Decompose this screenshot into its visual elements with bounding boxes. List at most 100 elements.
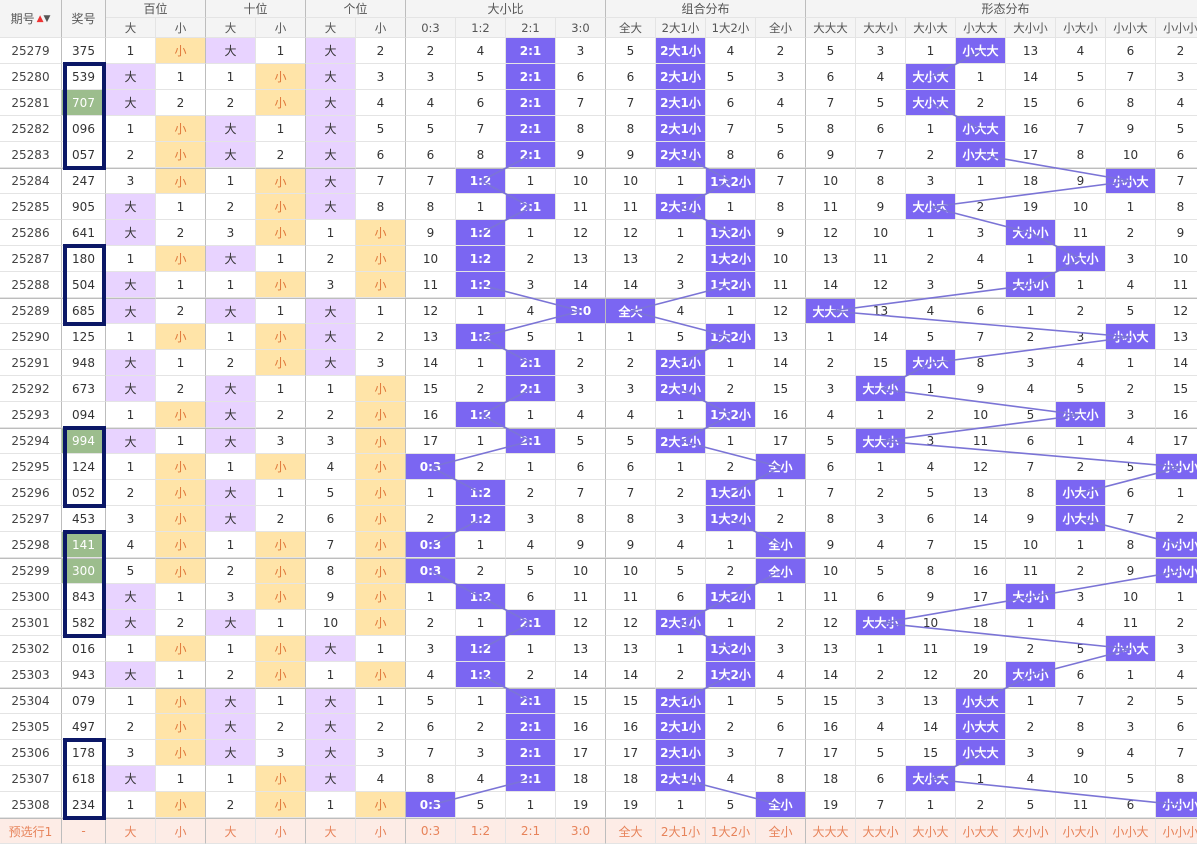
predict-option[interactable]: 0:3 <box>406 818 456 844</box>
ratio-cell: 2 <box>406 506 456 532</box>
ratio-cell: 5 <box>456 792 506 818</box>
shape-cell: 5 <box>806 38 856 64</box>
ratio-cell: 1:2 <box>456 246 506 272</box>
award-number: 124 <box>62 454 106 480</box>
predict-option[interactable]: 2:1 <box>506 818 556 844</box>
predict-option[interactable]: 大 <box>306 818 356 844</box>
ratio-cell: 1:2 <box>456 506 506 532</box>
position-cell: 1 <box>106 246 156 272</box>
award-number: 247 <box>62 168 106 194</box>
position-cell: 小 <box>356 558 406 584</box>
position-cell: 1 <box>256 480 306 506</box>
shape-cell: 15 <box>906 740 956 766</box>
shape-cell: 6 <box>1156 714 1197 740</box>
position-cell: 1 <box>256 298 306 324</box>
predict-option[interactable]: 3:0 <box>556 818 606 844</box>
issue-number: 25297 <box>0 506 62 532</box>
predict-option[interactable]: 大大小 <box>856 818 906 844</box>
position-cell: 小 <box>256 662 306 688</box>
ratio-cell: 17 <box>406 428 456 454</box>
combo-cell: 12 <box>606 220 656 246</box>
combo-cell: 3 <box>606 376 656 402</box>
shape-cell: 5 <box>806 428 856 454</box>
shape-cell: 2 <box>856 662 906 688</box>
position-cell: 大 <box>206 246 256 272</box>
shape-cell: 18 <box>956 610 1006 636</box>
position-cell: 1 <box>206 272 256 298</box>
combo-cell: 5 <box>606 428 656 454</box>
predict-option[interactable]: 大大大 <box>806 818 856 844</box>
shape-cell: 3 <box>856 688 906 714</box>
combo-cell: 2大1小 <box>656 64 706 90</box>
ratio-cell: 2:1 <box>506 688 556 714</box>
shape-cell: 小大大 <box>956 688 1006 714</box>
position-cell: 6 <box>306 506 356 532</box>
position-cell: 2 <box>106 714 156 740</box>
shape-cell: 10 <box>1156 246 1197 272</box>
predict-option[interactable]: 小大小 <box>1056 818 1106 844</box>
predict-option[interactable]: 小 <box>156 818 206 844</box>
predict-option[interactable]: 1大2小 <box>706 818 756 844</box>
ratio-cell: 15 <box>556 688 606 714</box>
position-cell: 1 <box>156 584 206 610</box>
position-cell: 1 <box>206 766 256 792</box>
group-header: 组合分布 <box>606 0 806 18</box>
predict-option[interactable]: 小 <box>356 818 406 844</box>
issue-number: 25294 <box>0 428 62 454</box>
predict-option[interactable]: 全大 <box>606 818 656 844</box>
combo-cell: 6 <box>756 714 806 740</box>
predict-option[interactable]: 大 <box>206 818 256 844</box>
ratio-cell: 1 <box>406 480 456 506</box>
shape-cell: 小小小 <box>1156 792 1197 818</box>
position-cell: 5 <box>306 480 356 506</box>
position-cell: 1 <box>256 38 306 64</box>
position-cell: 10 <box>306 610 356 636</box>
shape-cell: 19 <box>1006 194 1056 220</box>
ratio-cell: 4 <box>456 38 506 64</box>
position-cell: 小 <box>256 90 306 116</box>
predict-option[interactable]: 小大大 <box>956 818 1006 844</box>
predict-option[interactable]: 小小小 <box>1156 818 1197 844</box>
position-cell: 小 <box>156 142 206 168</box>
combo-cell: 1大2小 <box>706 220 756 246</box>
position-cell: 大 <box>106 90 156 116</box>
position-cell: 大 <box>306 64 356 90</box>
ratio-cell: 5 <box>506 324 556 350</box>
ratio-cell: 1:2 <box>456 220 506 246</box>
sort-up-icon: ▲ <box>36 13 44 24</box>
predict-option[interactable]: 全小 <box>756 818 806 844</box>
ratio-cell: 5 <box>456 64 506 90</box>
predict-row-label[interactable]: 预选行1 <box>0 818 62 844</box>
predict-option[interactable]: 大 <box>106 818 156 844</box>
shape-cell: 14 <box>806 272 856 298</box>
award-number: 180 <box>62 246 106 272</box>
group-header: 个位 <box>306 0 406 18</box>
position-cell: 1 <box>156 662 206 688</box>
shape-cell: 10 <box>856 220 906 246</box>
predict-option[interactable]: 大小小 <box>1006 818 1056 844</box>
predict-option[interactable]: 小小大 <box>1106 818 1156 844</box>
shape-cell: 1 <box>1006 246 1056 272</box>
shape-cell: 5 <box>1156 116 1197 142</box>
predict-option[interactable]: 2大1小 <box>656 818 706 844</box>
position-cell: 大 <box>106 376 156 402</box>
ratio-cell: 3 <box>556 38 606 64</box>
combo-cell: 4 <box>756 90 806 116</box>
predict-option[interactable]: 小 <box>256 818 306 844</box>
predict-option[interactable]: 1:2 <box>456 818 506 844</box>
shape-cell: 9 <box>1056 168 1106 194</box>
shape-cell: 7 <box>1156 740 1197 766</box>
combo-cell: 4 <box>706 766 756 792</box>
combo-cell: 6 <box>606 64 656 90</box>
ratio-cell: 1 <box>406 584 456 610</box>
position-cell: 1 <box>156 428 206 454</box>
shape-cell: 10 <box>956 402 1006 428</box>
position-cell: 小 <box>356 428 406 454</box>
issue-column-header[interactable]: 期号 ▲▼ <box>0 0 62 38</box>
shape-cell: 15 <box>1006 90 1056 116</box>
sort-toggle-icon[interactable]: ▲▼ <box>37 14 51 24</box>
predict-option[interactable]: 大小大 <box>906 818 956 844</box>
shape-cell: 大大大 <box>806 298 856 324</box>
position-cell: 1 <box>156 350 206 376</box>
ratio-cell: 2 <box>406 610 456 636</box>
